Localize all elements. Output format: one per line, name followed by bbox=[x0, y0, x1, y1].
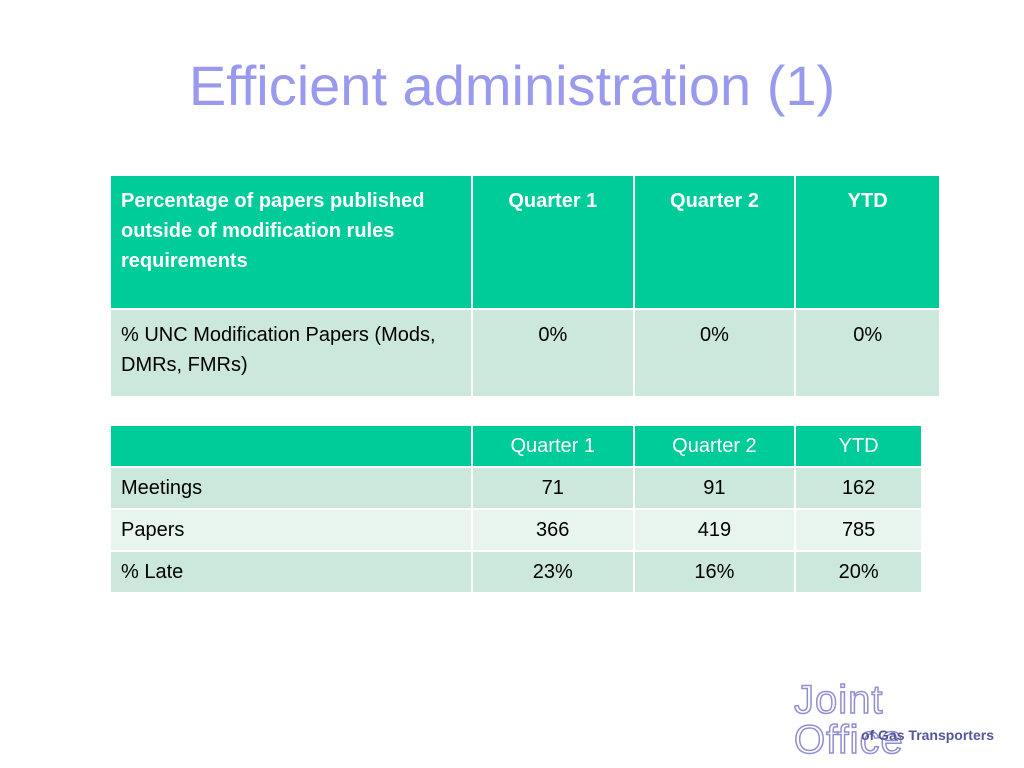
slide-title: Efficient administration (1) bbox=[188, 54, 836, 117]
logo-name: Joint Office bbox=[793, 678, 904, 762]
header-quarter-1: Quarter 1 bbox=[471, 174, 635, 310]
header-empty bbox=[109, 424, 473, 468]
table-row: Meetings 71 91 162 bbox=[109, 466, 923, 510]
logo-tagline: of Gas Transporters bbox=[860, 727, 994, 743]
table-row: % Late 23% 16% 20% bbox=[109, 550, 923, 594]
cell-quarter-1: 366 bbox=[470, 508, 635, 552]
table-row: Papers 366 419 785 bbox=[109, 508, 923, 552]
cell-ytd: 785 bbox=[794, 508, 923, 552]
cell-ytd: 162 bbox=[794, 466, 923, 510]
meetings-papers-table: Quarter 1 Quarter 2 YTD Meetings 71 91 1… bbox=[109, 424, 923, 594]
row-label: Papers bbox=[109, 508, 473, 552]
cell-quarter-2: 419 bbox=[632, 508, 797, 552]
header-ytd: YTD bbox=[794, 424, 923, 468]
cell-quarter-1: 0% bbox=[471, 308, 635, 398]
cell-quarter-2: 16% bbox=[632, 550, 797, 594]
row-label: % Late bbox=[109, 550, 473, 594]
header-quarter-2: Quarter 2 bbox=[632, 174, 797, 310]
cell-ytd: 20% bbox=[794, 550, 923, 594]
header-quarter-1: Quarter 1 bbox=[470, 424, 635, 468]
row-label: % UNC Modification Papers (Mods, DMRs, F… bbox=[109, 308, 473, 398]
table-header-row: Percentage of papers published outside o… bbox=[109, 174, 941, 310]
cell-quarter-2: 91 bbox=[632, 466, 797, 510]
cell-quarter-1: 23% bbox=[470, 550, 635, 594]
header-ytd: YTD bbox=[794, 174, 941, 310]
table-header-row: Quarter 1 Quarter 2 YTD bbox=[109, 424, 923, 468]
header-quarter-2: Quarter 2 bbox=[632, 424, 797, 468]
header-description: Percentage of papers published outside o… bbox=[109, 174, 473, 310]
cell-quarter-2: 0% bbox=[632, 308, 797, 398]
row-label: Meetings bbox=[109, 466, 473, 510]
late-papers-table: Percentage of papers published outside o… bbox=[109, 174, 941, 398]
cell-ytd: 0% bbox=[794, 308, 941, 398]
cell-quarter-1: 71 bbox=[470, 466, 635, 510]
table-row: % UNC Modification Papers (Mods, DMRs, F… bbox=[109, 308, 941, 398]
joint-office-logo: Joint Office of Gas Transporters bbox=[790, 679, 1002, 761]
